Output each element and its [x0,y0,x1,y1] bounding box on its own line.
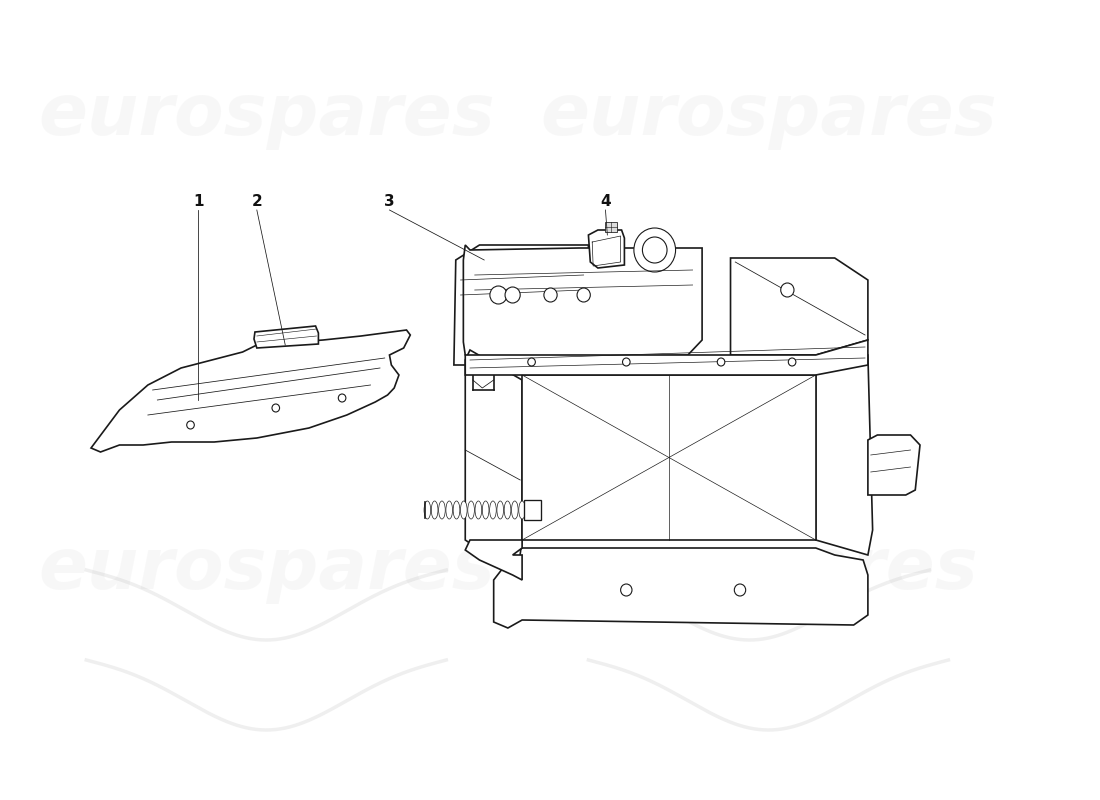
Ellipse shape [482,501,490,519]
Ellipse shape [461,501,468,519]
Circle shape [187,421,195,429]
Circle shape [781,283,794,297]
Text: 4: 4 [601,194,610,210]
Ellipse shape [504,501,510,519]
Text: eurospares: eurospares [37,81,495,150]
Polygon shape [588,230,625,268]
Ellipse shape [424,501,431,519]
Polygon shape [868,435,920,495]
Ellipse shape [497,501,504,519]
Circle shape [528,358,536,366]
Text: eurospares: eurospares [37,535,495,605]
Circle shape [623,358,630,366]
Ellipse shape [475,501,482,519]
Ellipse shape [431,501,438,519]
Polygon shape [465,350,522,575]
Polygon shape [465,340,868,375]
Polygon shape [465,540,522,580]
Circle shape [634,228,675,272]
Ellipse shape [519,501,526,519]
Circle shape [620,584,632,596]
Circle shape [543,288,557,302]
Circle shape [735,584,746,596]
Ellipse shape [439,501,446,519]
Ellipse shape [490,501,496,519]
Polygon shape [605,222,617,232]
Polygon shape [522,375,816,540]
Ellipse shape [468,501,474,519]
Polygon shape [816,355,872,555]
Circle shape [272,404,279,412]
Text: eurospares: eurospares [521,535,978,605]
Text: 2: 2 [252,194,262,210]
Circle shape [339,394,345,402]
Polygon shape [524,500,541,520]
Circle shape [642,237,667,263]
Polygon shape [454,245,588,365]
Polygon shape [254,326,318,348]
Circle shape [717,358,725,366]
Polygon shape [91,330,410,452]
Ellipse shape [512,501,518,519]
Polygon shape [463,245,702,360]
Circle shape [789,358,796,366]
Ellipse shape [446,501,452,519]
Polygon shape [494,548,868,628]
Polygon shape [730,258,868,355]
Circle shape [490,286,507,304]
Text: 3: 3 [384,194,395,210]
Text: 1: 1 [192,194,204,210]
Ellipse shape [453,501,460,519]
Circle shape [505,287,520,303]
Circle shape [578,288,591,302]
Text: eurospares: eurospares [540,81,997,150]
